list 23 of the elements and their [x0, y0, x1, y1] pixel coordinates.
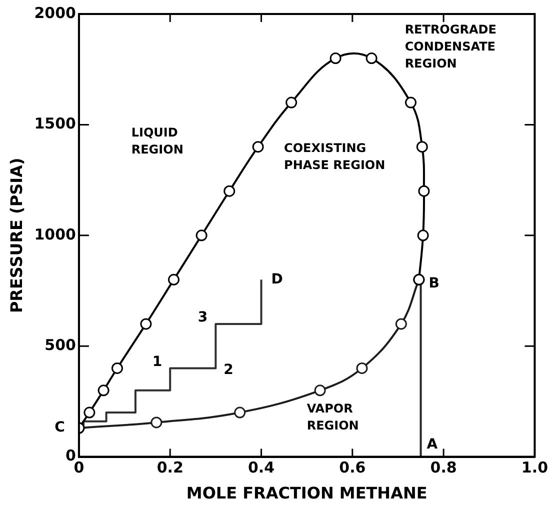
annotation: RETROGRADE CONDENSATE REGION	[404, 22, 496, 71]
annotation: B	[428, 275, 440, 292]
y-tick-label: 1500	[34, 114, 76, 133]
annotation: 3	[198, 310, 208, 326]
x-tick-label: 0.6	[339, 458, 366, 477]
annotation: 2	[224, 362, 234, 378]
y-axis-title: PRESSURE (PSIA)	[6, 158, 26, 314]
annotation: COEXISTING PHASE REGION	[284, 141, 386, 172]
x-tick-label: 0.4	[248, 458, 275, 477]
annotation: C	[54, 420, 65, 436]
x-tick-label: 1.0	[521, 458, 548, 477]
x-tick-label: 0.8	[430, 458, 457, 477]
annotation: LIQUID REGION	[131, 126, 184, 157]
y-tick-label: 1000	[34, 225, 76, 244]
x-axis-title: MOLE FRACTION METHANE	[186, 484, 428, 503]
x-tick-label: 0.2	[156, 458, 184, 477]
y-tick-label: 500	[44, 336, 76, 354]
y-tick-label: 2000	[34, 4, 76, 22]
annotation: 1	[152, 354, 162, 370]
annotation: A	[426, 436, 438, 452]
annotation: D	[271, 271, 283, 288]
y-tick-label: 0	[66, 446, 76, 465]
annotation: VAPOR REGION	[306, 401, 359, 432]
